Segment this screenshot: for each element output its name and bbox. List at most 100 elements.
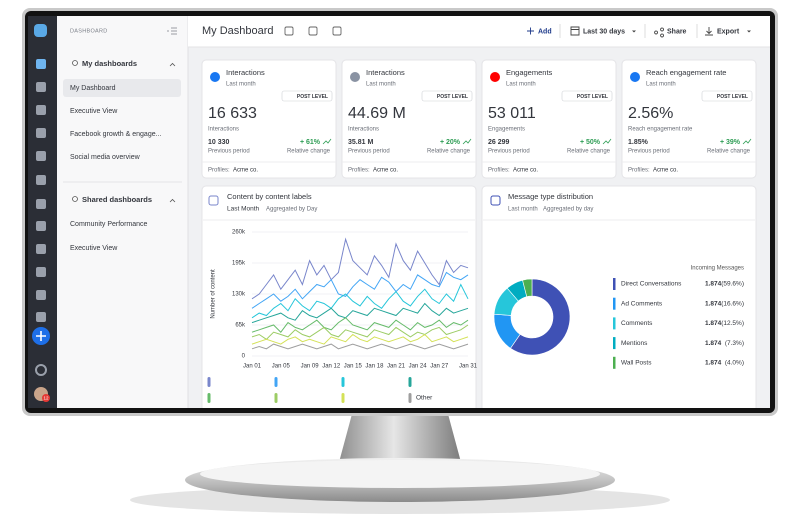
kpi-value: 44.69 M — [348, 105, 406, 122]
x-tick-label: Jan 18 — [365, 364, 384, 370]
series-line — [251, 302, 469, 324]
settings-icon[interactable] — [35, 364, 47, 376]
legend-marker[interactable] — [613, 278, 616, 290]
nav-icon[interactable] — [36, 59, 46, 69]
header-icon[interactable] — [284, 26, 294, 36]
kpi-change-label: Relative change — [567, 149, 611, 155]
kpi-metric: Engagements — [488, 127, 525, 133]
donut-chart-card — [481, 185, 757, 408]
kpi-previous-label: Previous period — [628, 149, 670, 155]
series-line — [251, 333, 469, 345]
series-line — [251, 271, 469, 309]
y-tick-label: 0 — [242, 354, 246, 360]
sidebar-item[interactable]: Executive View — [70, 245, 118, 252]
legend-marker[interactable] — [207, 393, 211, 403]
kpi-value: 2.56% — [628, 105, 673, 122]
logo — [34, 24, 47, 37]
kpi-card — [341, 59, 477, 179]
donut-slice[interactable] — [510, 278, 571, 356]
trend-icon — [322, 138, 332, 145]
legend-label[interactable]: Mentions — [621, 340, 648, 347]
donut-slice[interactable] — [522, 278, 533, 298]
x-tick-label: Jan 01 — [243, 364, 262, 370]
stand-neck — [338, 414, 462, 466]
legend-label[interactable]: Comments — [621, 320, 653, 327]
legend-label[interactable]: Other — [416, 395, 433, 402]
nav-icon[interactable] — [36, 267, 46, 277]
sidebar-item[interactable]: Facebook growth & engage... — [70, 131, 162, 138]
network-icon — [350, 72, 360, 82]
legend-marker[interactable] — [341, 393, 345, 403]
legend-marker[interactable] — [613, 317, 616, 330]
nav-icon[interactable] — [36, 312, 46, 322]
chart-icon — [208, 195, 219, 206]
legend-percent: (4.0%) — [725, 360, 744, 367]
legend-label[interactable]: Ad Comments — [621, 300, 663, 307]
x-tick-label: Jan 12 — [322, 364, 341, 370]
legend-marker[interactable] — [274, 377, 278, 387]
sidebar-item[interactable]: Community Performance — [70, 221, 148, 228]
legend-marker[interactable] — [207, 377, 211, 387]
legend-marker[interactable] — [408, 393, 412, 403]
network-icon — [630, 72, 640, 82]
action-icon — [654, 27, 664, 38]
chart-subtitle: Last Month — [227, 206, 260, 213]
kpi-profiles: Acme co. — [653, 168, 678, 174]
kpi-value: 53 011 — [488, 105, 536, 122]
header-icon[interactable] — [332, 26, 342, 36]
header-action[interactable]: Export — [717, 28, 740, 35]
line-chart-card — [201, 185, 477, 408]
page-title: My Dashboard — [202, 25, 274, 37]
legend-label[interactable]: Wall Posts — [621, 360, 652, 367]
nav-icon[interactable] — [36, 105, 46, 115]
legend-marker[interactable] — [613, 297, 616, 310]
nav-icon[interactable] — [36, 290, 46, 300]
chart-aggregation: Aggregated by Day — [266, 207, 317, 213]
badge — [281, 90, 333, 102]
nav-icon[interactable] — [36, 151, 46, 161]
x-tick-label: Jan 15 — [344, 364, 363, 370]
nav-icon[interactable] — [36, 128, 46, 138]
action-icon — [705, 27, 713, 36]
nav-icon[interactable] — [36, 199, 46, 209]
y-tick-label: 130k — [232, 292, 246, 298]
header-action[interactable]: Add — [538, 28, 552, 35]
nav-icon[interactable] — [36, 221, 46, 231]
kpi-title: Reach engagement rate — [646, 68, 726, 77]
nav-icon[interactable] — [36, 82, 46, 92]
sidebar — [57, 16, 188, 408]
kpi-period: Last month — [366, 82, 396, 88]
legend-label[interactable]: Direct Conversations — [621, 281, 682, 288]
section-label: DASHBOARD — [70, 28, 108, 34]
kpi-profiles-label: Profiles: — [348, 168, 370, 174]
legend-percent: (16.6%) — [721, 300, 744, 307]
kpi-profiles: Acme co. — [513, 168, 538, 174]
kpi-previous: 26 299 — [488, 139, 510, 146]
kpi-profiles: Acme co. — [373, 168, 398, 174]
kpi-profiles: Acme co. — [233, 168, 258, 174]
collapse-icon[interactable] — [167, 27, 177, 35]
legend-marker[interactable] — [408, 377, 412, 387]
chart-icon — [490, 195, 501, 206]
nav-icon[interactable] — [36, 175, 46, 185]
header-action[interactable]: Share — [667, 28, 687, 35]
chevron[interactable] — [169, 62, 176, 67]
sidebar-item[interactable]: Social media overview — [70, 154, 141, 161]
sidebar-item[interactable]: Executive View — [70, 108, 118, 115]
legend-marker[interactable] — [613, 337, 616, 350]
legend-count: 1.874 — [705, 340, 722, 347]
legend-marker[interactable] — [274, 393, 278, 403]
legend-marker[interactable] — [613, 356, 616, 369]
header-icon[interactable] — [308, 26, 318, 36]
series-line — [251, 324, 469, 340]
chevron[interactable] — [169, 198, 176, 203]
badge — [42, 394, 50, 402]
kpi-period: Last month — [506, 82, 536, 88]
kpi-change-label: Relative change — [287, 149, 331, 155]
sidebar-item[interactable]: My Dashboard — [70, 85, 116, 92]
nav-icon[interactable] — [36, 244, 46, 254]
header-action[interactable]: Last 30 days — [583, 28, 625, 35]
selected-item-bg[interactable] — [63, 79, 181, 97]
legend-marker[interactable] — [341, 377, 345, 387]
